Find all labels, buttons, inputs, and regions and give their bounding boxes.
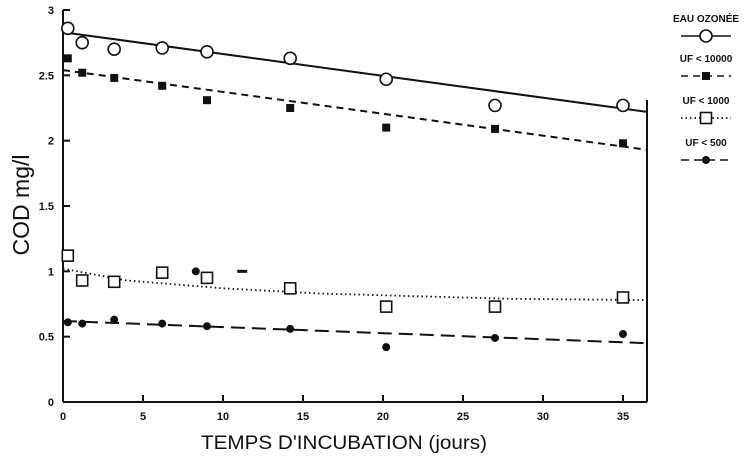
data-point <box>619 139 627 148</box>
data-point <box>158 81 167 90</box>
data-point <box>78 68 87 77</box>
trend-line <box>62 69 648 151</box>
legend-marker <box>699 29 713 43</box>
x-tick-label: 5 <box>140 411 146 423</box>
x-axis-title: TEMPS D'INCUBATION (jours) <box>201 433 487 454</box>
trend-lines <box>62 31 648 345</box>
legend-label: EAU OZONÉE <box>673 12 739 25</box>
x-ticks: 0 5 10 15 20 25 30 35 <box>60 395 629 423</box>
x-tick-label: 30 <box>537 411 549 423</box>
data-point <box>616 98 630 113</box>
x-tick-label: 35 <box>617 411 629 423</box>
data-point <box>200 271 214 285</box>
y-tick-label: 2 <box>48 136 54 148</box>
data-point <box>78 319 87 328</box>
data-point <box>203 322 211 331</box>
legend-label: UF < 500 <box>685 138 727 149</box>
x-tick-label: 0 <box>60 411 66 423</box>
y-tick-label: 1.5 <box>39 201 54 213</box>
data-point <box>63 54 72 63</box>
y-ticks: 0 0.5 1 1.5 2 2.5 3 <box>39 5 70 409</box>
data-point <box>75 274 89 287</box>
plot-frame <box>62 10 648 403</box>
stray-mark <box>237 269 248 273</box>
data-point <box>286 104 295 112</box>
trend-line <box>62 267 648 301</box>
y-tick-label: 2.5 <box>39 70 54 82</box>
x-tick-label: 20 <box>377 411 389 423</box>
legend-marker <box>699 111 713 125</box>
data-point <box>616 291 630 304</box>
data-points <box>61 21 630 352</box>
data-point <box>75 35 89 50</box>
stray-mark <box>191 267 200 276</box>
data-point <box>110 315 119 324</box>
y-tick-label: 0 <box>48 397 54 409</box>
data-point <box>379 72 394 87</box>
data-point <box>488 98 502 113</box>
data-point <box>619 330 627 339</box>
data-point <box>155 266 169 279</box>
data-point <box>107 42 121 57</box>
y-axis-title: COD mg/l <box>8 155 34 256</box>
legend-marker <box>702 156 710 164</box>
legend-label: UF < 1000 <box>683 96 730 107</box>
x-tick-label: 15 <box>297 411 309 423</box>
data-point <box>63 318 72 327</box>
y-tick-label: 0.5 <box>39 332 54 344</box>
data-point <box>110 73 119 82</box>
legend-label: UF < 10000 <box>680 54 733 65</box>
data-point <box>61 249 75 262</box>
data-point <box>382 123 391 132</box>
data-point <box>200 45 214 59</box>
x-tick-label: 25 <box>457 411 469 423</box>
data-point <box>491 124 499 133</box>
y-tick-label: 3 <box>48 5 54 17</box>
data-point <box>382 343 391 352</box>
data-point <box>155 41 169 55</box>
data-point <box>379 300 393 313</box>
trend-line <box>62 320 648 345</box>
y-tick-label: 1 <box>48 266 54 278</box>
data-point <box>158 319 167 328</box>
legend-marker <box>702 72 710 80</box>
data-point <box>283 51 298 66</box>
data-point <box>283 282 297 295</box>
x-tick-label: 10 <box>217 411 229 423</box>
legend: EAU OZONÉE UF < 10000 UF < 1000 UF < 500 <box>673 12 739 164</box>
data-point <box>286 324 295 333</box>
data-point <box>107 275 121 289</box>
trend-line <box>62 31 648 113</box>
data-point <box>203 96 211 105</box>
data-point <box>491 333 499 342</box>
data-point <box>488 300 502 313</box>
data-point <box>61 21 75 36</box>
